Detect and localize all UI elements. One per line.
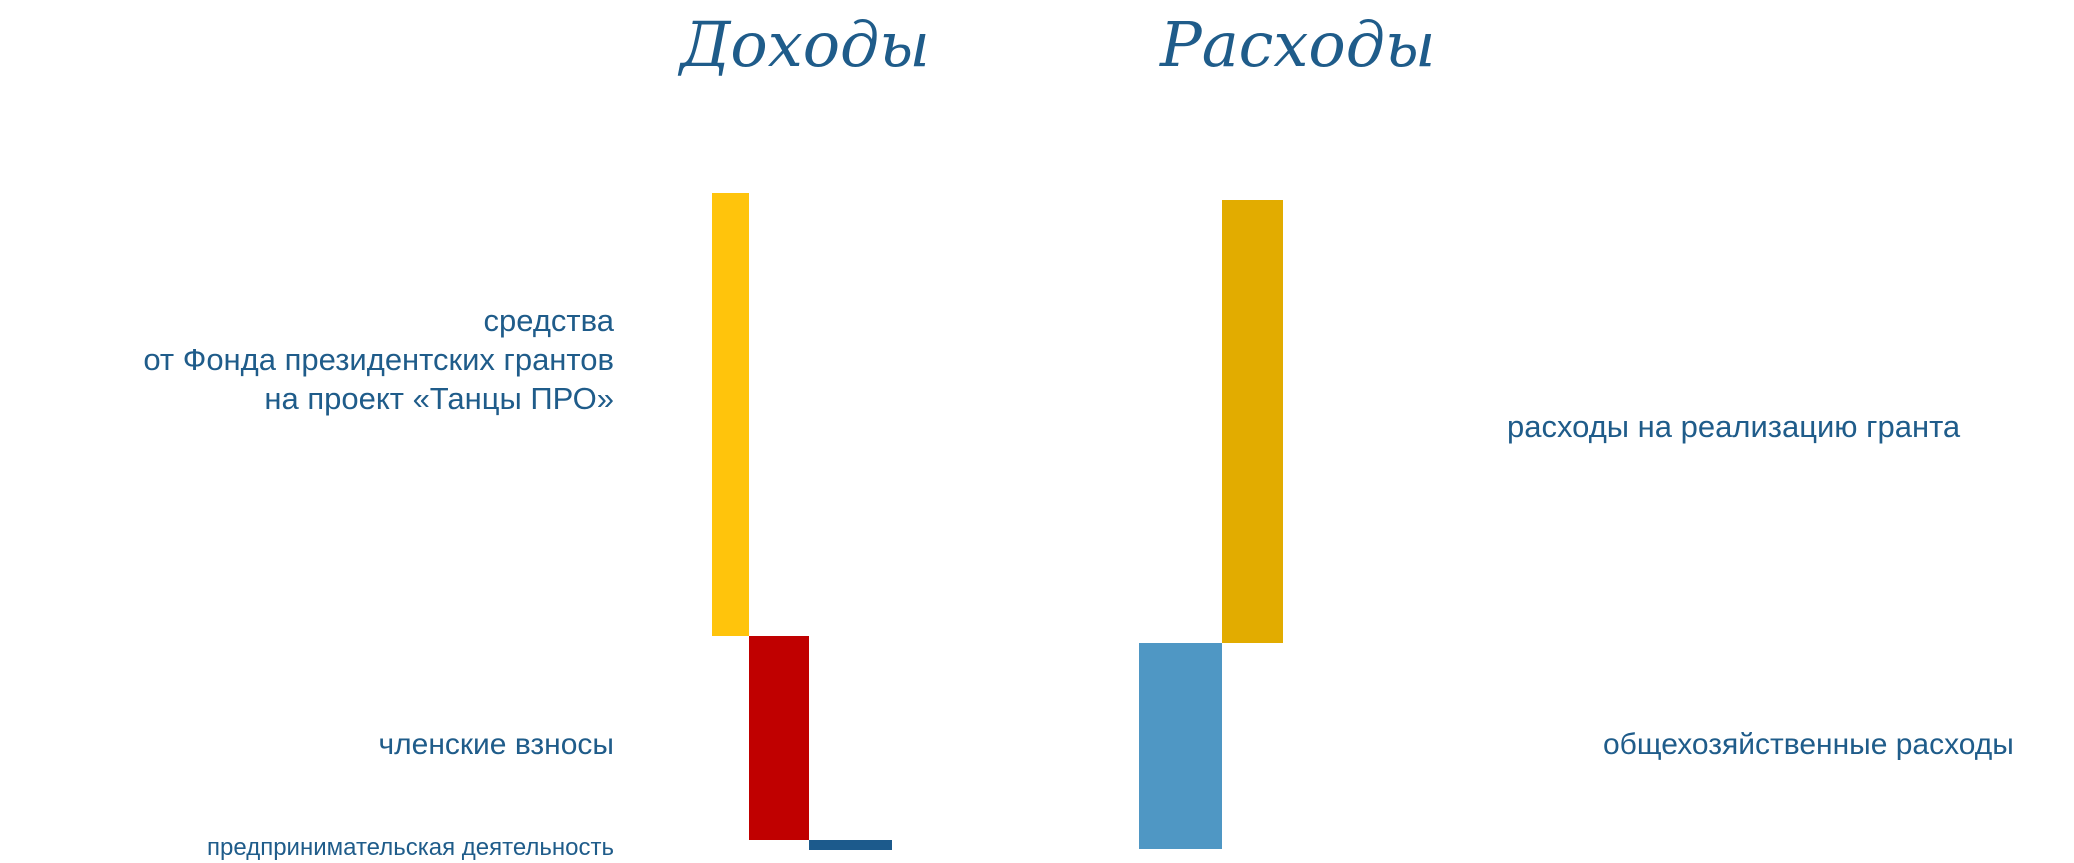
membership-fees-bar bbox=[749, 636, 809, 840]
income-title: Доходы bbox=[680, 8, 930, 81]
grant-income-label: средства от Фонда президентских грантов … bbox=[143, 301, 614, 418]
overhead-expense-label: общехозяйственные расходы bbox=[1603, 728, 2014, 761]
business-activity-bar bbox=[809, 839, 892, 851]
grant-expense-label: расходы на реализацию гранта bbox=[1507, 409, 1961, 444]
grant-income-label-line-3: на проект «Танцы ПРО» bbox=[264, 381, 614, 416]
grant-expense-bar bbox=[1222, 200, 1283, 643]
grant-income-bar bbox=[712, 193, 749, 636]
overhead-expense-bar bbox=[1139, 643, 1222, 849]
grant-income-label-line-2: от Фонда президентских грантов bbox=[143, 342, 614, 377]
business-activity-label: предпринимательская деятельность bbox=[207, 834, 614, 861]
grant-income-label-line-1: средства bbox=[483, 303, 614, 338]
membership-fees-label: членские взносы bbox=[378, 728, 614, 761]
expenses-title: Расходы bbox=[1160, 8, 1436, 81]
